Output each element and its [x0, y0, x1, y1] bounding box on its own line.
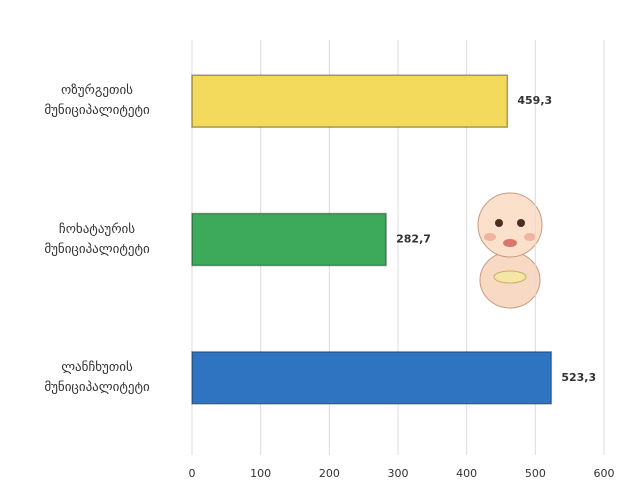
x-tick-label: 100 — [250, 467, 271, 480]
x-tick-label: 200 — [319, 467, 340, 480]
x-tick-label: 500 — [525, 467, 546, 480]
data-label: 459,3 — [517, 94, 552, 107]
x-tick-label: 300 — [388, 467, 409, 480]
x-tick-label: 0 — [189, 467, 196, 480]
bar — [191, 74, 509, 128]
x-tick-label: 600 — [594, 467, 615, 480]
baby-illustration — [477, 192, 543, 309]
data-label: 282,7 — [396, 233, 431, 246]
data-label: 523,3 — [561, 371, 596, 384]
x-tick-label: 400 — [456, 467, 477, 480]
bar — [191, 351, 553, 405]
bar — [191, 212, 387, 267]
y-tick-label: ჩოხატაურის მუნიციპალიტეტი — [44, 221, 150, 257]
y-tick-label: ლანჩხუთის მუნიციპალიტეტი — [44, 359, 150, 395]
y-tick-label: ოზურგეთის მუნიციპალიტეტი — [44, 83, 150, 119]
